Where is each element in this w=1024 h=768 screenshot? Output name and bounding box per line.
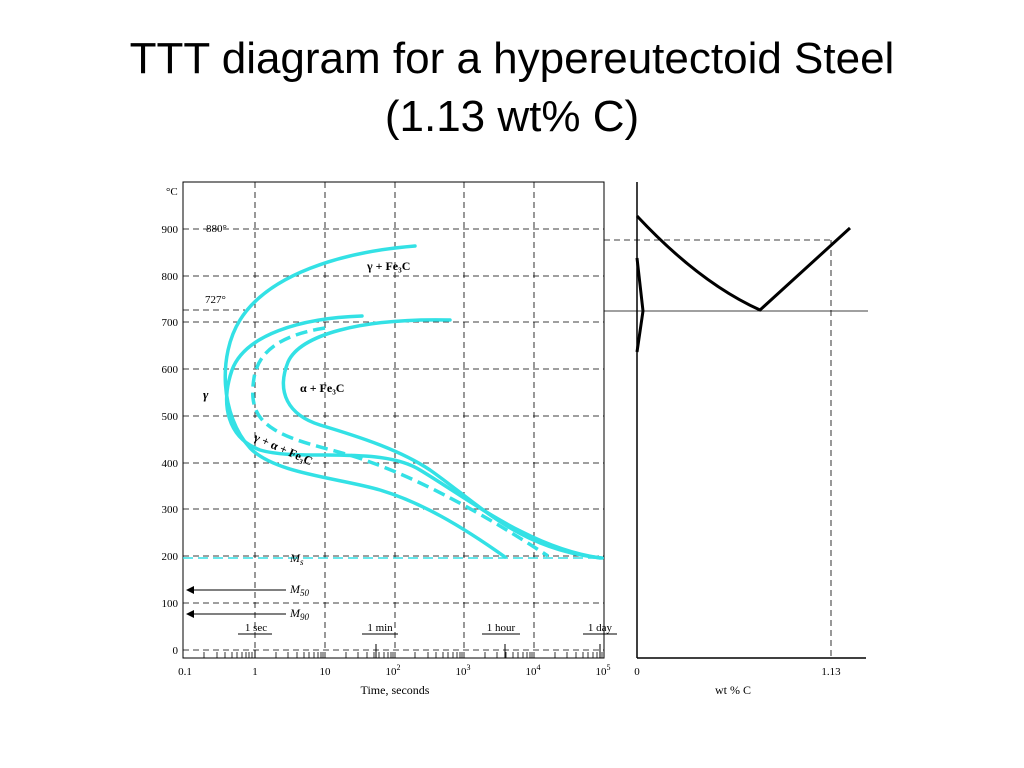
y-tick-200: 200 [162, 551, 179, 563]
marker-1-day: 1 day [588, 622, 613, 634]
m50-arrowhead [186, 586, 194, 594]
x-tick-1: 1 [252, 666, 258, 678]
phase-ferrite-boundary [635, 257, 645, 353]
y-tick-800: 800 [162, 271, 179, 283]
ttt-y-ticks: 0 100 200 300 400 500 600 700 800 900 [162, 224, 179, 657]
x-tick-10-3-base: 10 [456, 666, 468, 678]
phase-x-tick-0: 0 [634, 666, 640, 678]
time-marker-labels: 1 sec 1 min 1 hour 1 day [245, 622, 613, 634]
phase-gamma-fe3c: γ + Fe₃C [366, 259, 410, 273]
y-tick-600: 600 [162, 364, 179, 376]
marker-1-hour: 1 hour [487, 622, 516, 634]
x-tick-10-2-base: 10 [386, 666, 398, 678]
y-tick-900: 900 [162, 224, 179, 236]
slide-title: TTT diagram for a hypereutectoid Steel (… [0, 30, 1024, 146]
time-marker-ticks [254, 644, 601, 658]
m50-label-sub: 50 [300, 588, 310, 598]
m90-label: M90 [289, 606, 310, 622]
ms-label-sub: s [300, 557, 304, 567]
x-tick-0-1: 0.1 [178, 666, 192, 678]
x-tick-10-5-exp: 5 [607, 663, 611, 672]
ref-727-label: 727° [205, 294, 226, 306]
m90-arrowhead [186, 610, 194, 618]
x-tick-10-5: 105 [596, 663, 611, 678]
ms-label-main: M [289, 551, 301, 565]
x-tick-10-2-exp: 2 [397, 663, 401, 672]
phase-x-label: wt % C [715, 683, 751, 697]
x-tick-10-5-base: 10 [596, 666, 608, 678]
ttt-minor-ticks [203, 652, 603, 658]
phase-boundary [635, 214, 852, 312]
x-tick-10-3-exp: 3 [467, 663, 471, 672]
y-tick-500: 500 [162, 411, 179, 423]
ttt-frame [182, 181, 605, 659]
curve-start-inner [224, 314, 602, 560]
x-axis-label: Time, seconds [361, 683, 430, 697]
x-tick-10: 10 [320, 666, 332, 678]
phase-alpha-fe3c: α + Fe₃C [300, 381, 344, 395]
x-tick-10-4-base: 10 [526, 666, 538, 678]
x-tick-10-3: 103 [456, 663, 471, 678]
ttt-h-grid [183, 228, 604, 651]
curve-finish [281, 318, 604, 560]
m90-label-sub: 90 [300, 612, 310, 622]
marker-1-sec: 1 sec [245, 622, 267, 634]
ttt-x-ticks: 0.1 1 10 102 103 104 105 [178, 663, 610, 678]
y-tick-0: 0 [173, 645, 179, 657]
ttt-curves [223, 244, 604, 560]
y-tick-700: 700 [162, 317, 179, 329]
phase-x-tick-113: 1.13 [821, 666, 841, 678]
y-tick-300: 300 [162, 504, 179, 516]
m50-label: M50 [289, 582, 310, 598]
curve-start-outer [223, 244, 507, 559]
y-unit-label: °C [166, 186, 178, 198]
marker-1-min: 1 min [367, 622, 393, 634]
title-line-2: (1.13 wt% C) [384, 92, 640, 141]
phase-gamma: γ [203, 387, 209, 402]
y-tick-400: 400 [162, 458, 179, 470]
ms-label: Ms [289, 551, 304, 567]
x-tick-10-2: 102 [386, 663, 401, 678]
title-line-1: TTT diagram for a hypereutectoid Steel [129, 34, 895, 83]
ref-880-label: 880° [206, 223, 227, 235]
m50-label-main: M [289, 582, 301, 596]
x-tick-10-4-exp: 4 [537, 663, 541, 672]
y-tick-100: 100 [162, 598, 179, 610]
x-tick-10-4: 104 [526, 663, 541, 678]
m90-label-main: M [289, 606, 301, 620]
curve-50-percent [250, 326, 549, 558]
